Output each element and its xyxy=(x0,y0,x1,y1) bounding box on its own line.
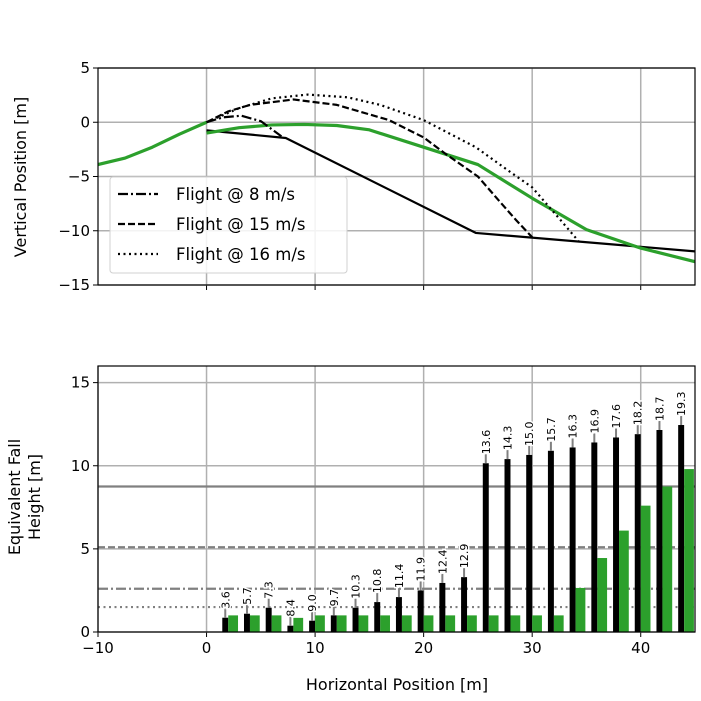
bar-green xyxy=(445,615,456,632)
bar-value-label: 7.3 xyxy=(263,581,276,599)
top-y-axis-label: Vertical Position [m] xyxy=(11,97,30,257)
bar-value-label: 12.4 xyxy=(436,549,449,574)
bar-black xyxy=(243,613,250,632)
bar-black xyxy=(352,607,359,632)
bar-value-label: 13.6 xyxy=(480,430,493,455)
bar-black xyxy=(222,617,229,632)
bar-value-label: 14.3 xyxy=(501,426,514,451)
bar-green xyxy=(315,615,325,632)
bar-black xyxy=(547,450,554,632)
legend-box xyxy=(109,176,348,274)
bar-value-label: 3.6 xyxy=(219,591,232,609)
bar-value-label: 9.0 xyxy=(306,594,319,612)
bar-green xyxy=(467,615,477,632)
y-tick-label: −15 xyxy=(58,276,90,294)
bar-black xyxy=(439,582,446,632)
bar-value-label: 15.7 xyxy=(545,417,558,442)
bar-black xyxy=(613,437,620,632)
bar-value-label: 15.0 xyxy=(523,421,536,446)
bar-black xyxy=(417,590,424,632)
bar-black xyxy=(461,577,468,632)
bar-green xyxy=(423,615,434,632)
bar-green xyxy=(510,615,521,632)
bar-green xyxy=(684,469,694,632)
series-line-terrain xyxy=(206,129,695,253)
plot-frame xyxy=(97,67,696,286)
y-tick-label: 0 xyxy=(80,113,90,131)
bar-value-label: 18.7 xyxy=(653,397,666,422)
bar-value-label: 11.9 xyxy=(415,557,428,582)
series-line-green-left xyxy=(98,120,208,167)
bar-value-label: 10.3 xyxy=(350,574,363,599)
bar-black xyxy=(678,425,685,632)
bar-value-label: 11.4 xyxy=(393,564,406,589)
bar-green xyxy=(401,615,412,632)
series-line-flight-15-m-s xyxy=(206,98,533,239)
bar-black xyxy=(265,607,272,632)
x-tick-label: 40 xyxy=(631,639,650,657)
x-tick-label: 10 xyxy=(306,639,325,657)
bar-black xyxy=(526,454,533,632)
bottom-y-axis-label-line2: Height [m] xyxy=(25,454,44,540)
bar-green xyxy=(640,505,651,632)
bar-value-label: 17.6 xyxy=(610,404,623,429)
bar-black xyxy=(330,615,337,632)
y-tick-label: 10 xyxy=(71,457,90,475)
bar-green xyxy=(619,530,629,632)
bar-black xyxy=(634,434,641,632)
x-tick-label: 0 xyxy=(202,639,212,657)
bar-green xyxy=(488,615,499,632)
bar-green xyxy=(228,615,239,632)
y-tick-label: 0 xyxy=(80,623,90,641)
bar-green xyxy=(575,587,586,632)
y-tick-label: −5 xyxy=(68,168,90,186)
bar-black xyxy=(287,625,294,632)
bottom-x-axis-label: Horizontal Position [m] xyxy=(306,675,488,694)
x-tick-label: −10 xyxy=(82,639,114,657)
bar-value-label: 16.3 xyxy=(567,414,580,439)
x-tick-label: 20 xyxy=(414,639,433,657)
bottom-y-axis-label-line1: Equivalent Fall xyxy=(5,439,24,555)
y-tick-label: 5 xyxy=(80,59,90,77)
bar-green xyxy=(553,615,564,632)
bar-green xyxy=(358,615,369,632)
legend-label: Flight @ 8 m/s xyxy=(176,185,295,204)
bar-green xyxy=(293,617,304,632)
bar-black xyxy=(656,430,663,632)
y-tick-label: −10 xyxy=(58,222,90,240)
bar-green xyxy=(336,615,347,632)
bar-green xyxy=(271,615,282,632)
bar-black xyxy=(309,620,316,632)
bar-value-label: 12.9 xyxy=(458,544,471,569)
y-tick-label: 15 xyxy=(71,374,90,392)
bar-black xyxy=(374,602,381,632)
bar-value-label: 8.4 xyxy=(284,599,297,617)
bar-black xyxy=(591,442,598,632)
bar-black xyxy=(395,597,402,632)
bar-value-label: 16.9 xyxy=(588,409,601,434)
y-tick-label: 5 xyxy=(80,540,90,558)
bar-black xyxy=(569,447,576,632)
bar-value-label: 19.3 xyxy=(675,392,688,417)
bar-green xyxy=(249,615,260,632)
bar-value-label: 18.2 xyxy=(632,401,645,426)
legend-label: Flight @ 16 m/s xyxy=(176,245,306,264)
bar-value-label: 9.7 xyxy=(328,589,341,607)
plot-frame xyxy=(97,365,696,633)
bar-green xyxy=(597,558,608,632)
x-tick-label: 30 xyxy=(523,639,542,657)
bar-black xyxy=(482,463,489,632)
bar-value-label: 5.7 xyxy=(241,587,254,605)
legend: Flight @ 8 m/s Flight @ 15 m/s Flight @ 16… xyxy=(109,176,348,274)
bar-black xyxy=(504,459,511,632)
bar-green xyxy=(380,615,390,632)
legend-label: Flight @ 15 m/s xyxy=(176,215,306,234)
bar-green xyxy=(662,486,673,632)
bar-value-label: 10.8 xyxy=(371,569,384,594)
bar-green xyxy=(532,615,542,632)
